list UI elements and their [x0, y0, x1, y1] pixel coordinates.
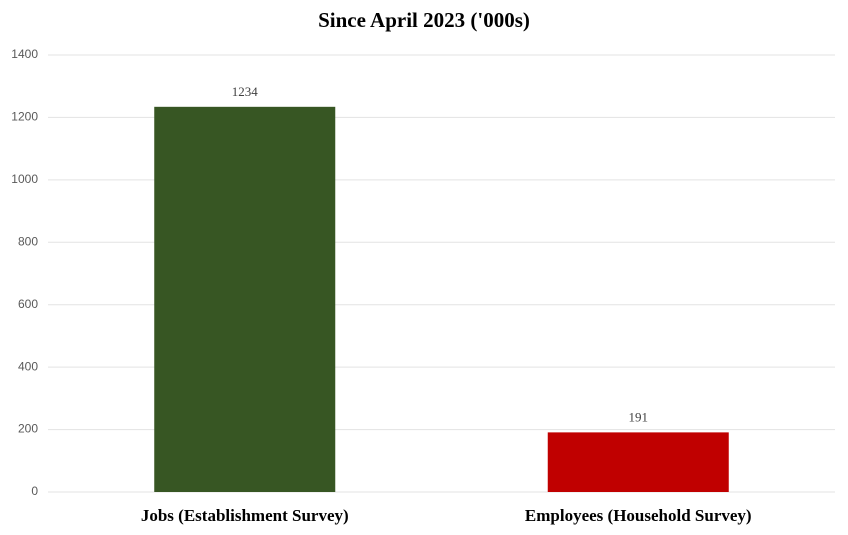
y-tick-label: 400 — [18, 359, 38, 373]
bar — [547, 432, 729, 492]
value-label: 1234 — [232, 84, 259, 99]
y-tick-label: 0 — [31, 484, 38, 498]
x-tick-label: Jobs (Establishment Survey) — [141, 506, 349, 525]
value-label: 191 — [629, 409, 649, 424]
y-tick-label: 600 — [18, 297, 38, 311]
chart-title: Since April 2023 ('000s) — [318, 8, 530, 32]
y-tick-label: 1200 — [11, 110, 38, 124]
y-tick-label: 1400 — [11, 47, 38, 61]
bar — [154, 106, 336, 493]
y-tick-label: 800 — [18, 234, 38, 248]
y-tick-label: 200 — [18, 422, 38, 436]
y-tick-label: 1000 — [11, 172, 38, 186]
x-tick-label: Employees (Household Survey) — [525, 506, 752, 525]
